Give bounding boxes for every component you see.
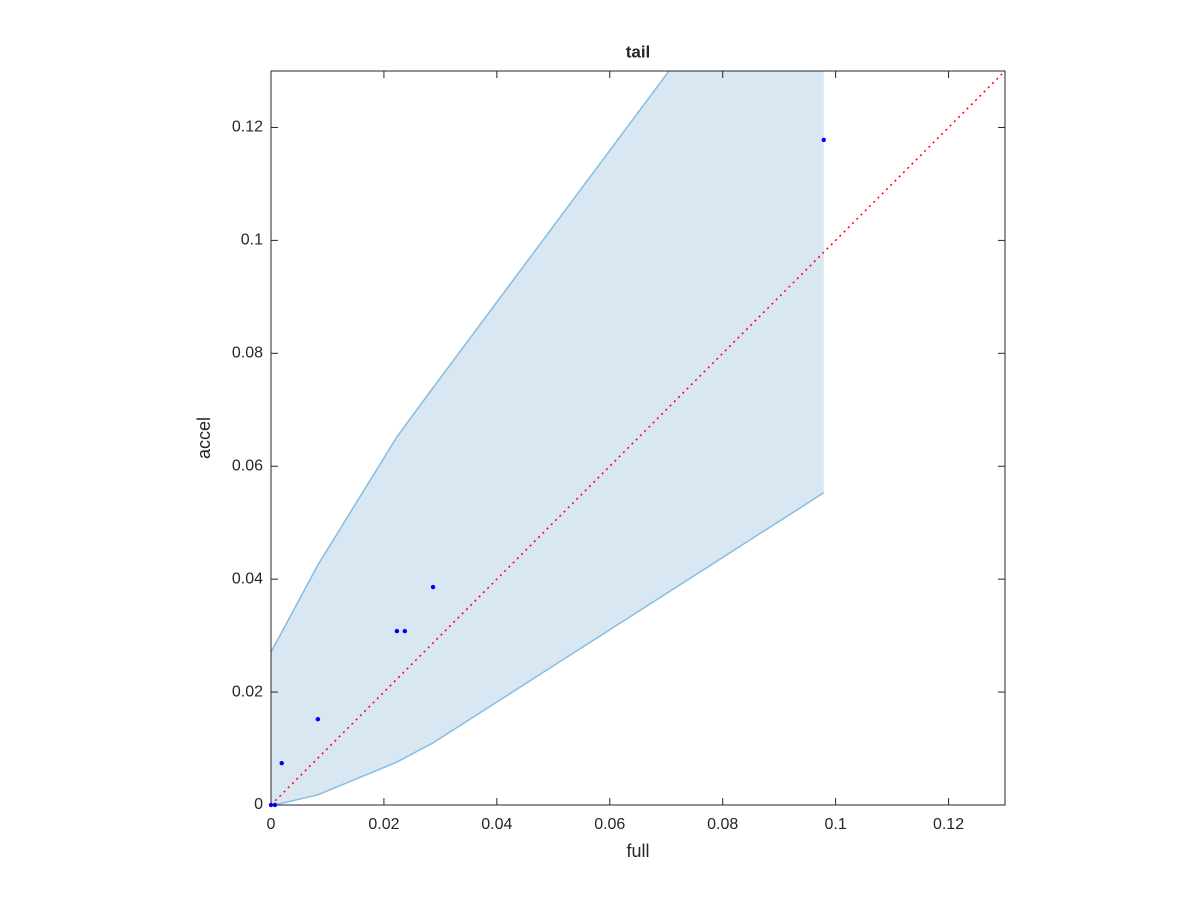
- point: [268, 802, 274, 808]
- x-tick-label: 0.1: [824, 816, 846, 833]
- y-tick-label: 0.12: [232, 119, 263, 136]
- x-axis-label: full: [626, 841, 649, 861]
- x-tick-label: 0.12: [933, 816, 964, 833]
- y-tick-label: 0.08: [232, 345, 263, 362]
- y-tick-label: 0.06: [232, 457, 263, 474]
- y-tick-label: 0: [254, 796, 263, 813]
- point: [821, 137, 826, 143]
- y-tick-label: 0.02: [232, 683, 263, 700]
- x-tick-label: 0.02: [368, 816, 399, 833]
- point: [394, 628, 400, 634]
- y-axis-label: accel: [194, 417, 214, 459]
- point: [279, 761, 284, 766]
- point: [272, 802, 278, 808]
- band-upper-edge: [271, 71, 670, 653]
- x-tick-label: 0: [267, 816, 276, 833]
- x-tick-label: 0.06: [594, 816, 625, 833]
- x-tick-label: 0.08: [707, 816, 738, 833]
- point: [402, 628, 408, 634]
- plot-area: [271, 71, 1005, 805]
- band-lower-edge: [271, 492, 825, 805]
- band-fill: [271, 71, 824, 805]
- y-tick-label: 0.04: [232, 570, 263, 587]
- y-tick-label: 0.1: [241, 232, 263, 249]
- point: [315, 716, 321, 722]
- chart-title: tail: [626, 42, 651, 61]
- axes-box: [270, 70, 1006, 806]
- x-tick-label: 0.04: [481, 816, 512, 833]
- axes: 0 0.02 0.04 0.06 0.08 0.1 0.12 0 0.02 0.04 0.06 0.0…: [232, 71, 1005, 833]
- reference-line: [271, 71, 1005, 805]
- point: [430, 584, 436, 590]
